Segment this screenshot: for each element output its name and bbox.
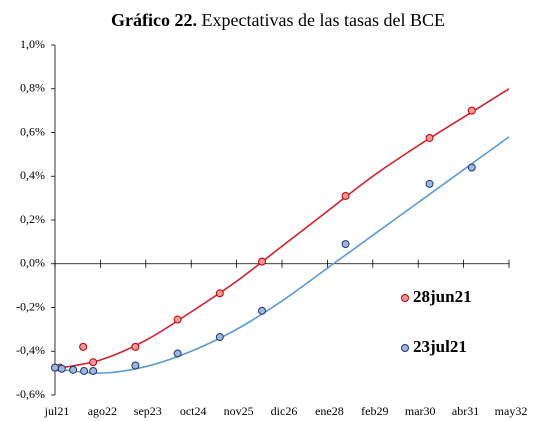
data-point [69, 365, 78, 374]
data-point [258, 257, 267, 266]
legend-label: 23jul21 [413, 337, 467, 356]
y-tick-label: -0,2% [16, 299, 45, 313]
data-point [425, 133, 434, 142]
data-point [341, 240, 350, 249]
y-tick-label: 0,4% [20, 168, 45, 182]
legend-marker [401, 344, 409, 352]
data-point [131, 342, 140, 351]
x-tick-label: nov25 [224, 404, 254, 418]
data-point [173, 315, 182, 324]
legend-label: 28jun21 [413, 287, 472, 306]
y-tick-label: 0,2% [20, 212, 45, 226]
fit-line [54, 136, 510, 374]
data-point [258, 306, 267, 315]
data-point [51, 363, 59, 372]
x-tick-label: oct24 [180, 404, 207, 418]
y-tick-label: -0,6% [16, 387, 45, 401]
y-tick-label: 0,6% [20, 124, 45, 138]
y-tick-label: 0,0% [20, 256, 45, 270]
legend-marker [401, 294, 409, 302]
data-point [89, 366, 98, 375]
data-point [89, 358, 98, 367]
x-tick-label: may32 [495, 404, 528, 418]
data-point [215, 289, 224, 298]
data-point [79, 342, 88, 351]
data-point [215, 333, 224, 342]
x-tick-label: abr31 [452, 404, 479, 418]
y-tick-label: 0,8% [20, 81, 45, 95]
title-text: Expectativas de las tasas del BCE [197, 10, 445, 30]
data-point [425, 179, 434, 188]
chart-title: Gráfico 22. Expectativas de las tasas de… [111, 10, 445, 30]
x-tick-label: ago22 [88, 404, 117, 418]
data-point [131, 361, 140, 370]
y-tick-label: 1,0% [20, 37, 45, 51]
x-tick-label: sep23 [134, 404, 162, 418]
y-tick-label: -0,4% [16, 343, 45, 357]
title-prefix: Gráfico 22. [111, 10, 197, 30]
data-point [467, 163, 476, 172]
x-tick-label: feb29 [361, 404, 388, 418]
data-point [173, 349, 182, 358]
data-point [341, 191, 350, 200]
data-point [80, 366, 89, 375]
x-tick-label: dic26 [271, 404, 298, 418]
x-tick-label: jul21 [44, 404, 70, 418]
fit-line [54, 88, 510, 370]
x-tick-label: ene28 [315, 404, 344, 418]
x-tick-label: mar30 [405, 404, 436, 418]
data-point [57, 364, 66, 373]
data-point [467, 106, 476, 115]
